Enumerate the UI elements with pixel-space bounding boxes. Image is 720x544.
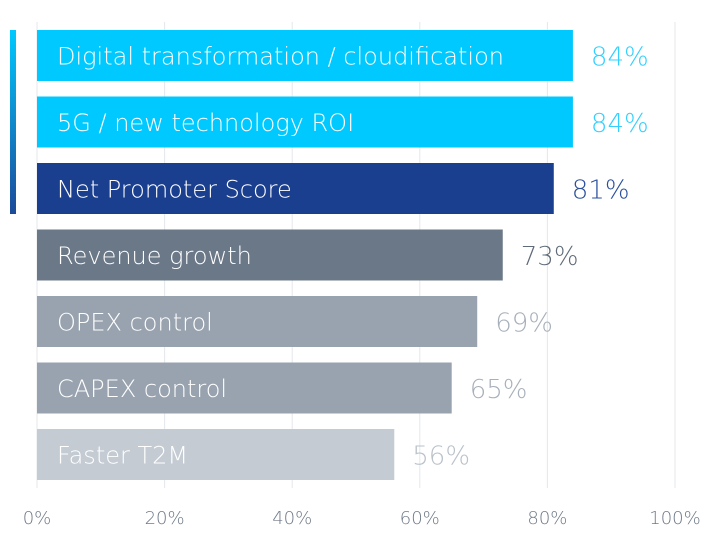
bar-label-6: Faster T2M: [57, 442, 188, 470]
bar-5: [37, 362, 452, 414]
bar-label-5: CAPEX control: [57, 375, 227, 403]
x-tick-label-4: 80%: [527, 508, 567, 529]
accent-bracket: [10, 30, 16, 214]
bar-label-0: Digital transformation / cloudification: [57, 43, 504, 71]
bar-label-4: OPEX control: [57, 309, 213, 337]
x-tick-label-5: 100%: [649, 508, 700, 529]
bar-label-3: Revenue growth: [57, 242, 252, 270]
bar-4: [37, 296, 478, 347]
value-label-0: 84%: [591, 43, 649, 73]
x-tick-label-2: 40%: [272, 508, 312, 529]
x-tick-label-0: 0%: [23, 508, 52, 529]
bars: Digital transformation / cloudification 8…: [37, 30, 649, 480]
bar-label-2: Net Promoter Score: [57, 176, 292, 204]
value-label-5: 65%: [470, 375, 528, 405]
x-axis-ticks: 0% 20% 40% 60% 80% 100%: [23, 508, 701, 529]
value-label-4: 69%: [495, 309, 553, 339]
bar-3: [37, 229, 503, 281]
value-label-2: 81%: [572, 176, 630, 206]
value-label-6: 56%: [412, 442, 470, 472]
x-tick-label-3: 60%: [400, 508, 440, 529]
bar-6: [37, 429, 395, 480]
bar-2: [37, 163, 554, 214]
bar-0: [37, 30, 573, 81]
bar-1: [37, 96, 573, 148]
x-tick-label-1: 20%: [145, 508, 185, 529]
bar-label-1: 5G / new technology ROI: [57, 109, 354, 137]
value-label-3: 73%: [521, 242, 579, 272]
value-label-1: 84%: [591, 109, 649, 139]
